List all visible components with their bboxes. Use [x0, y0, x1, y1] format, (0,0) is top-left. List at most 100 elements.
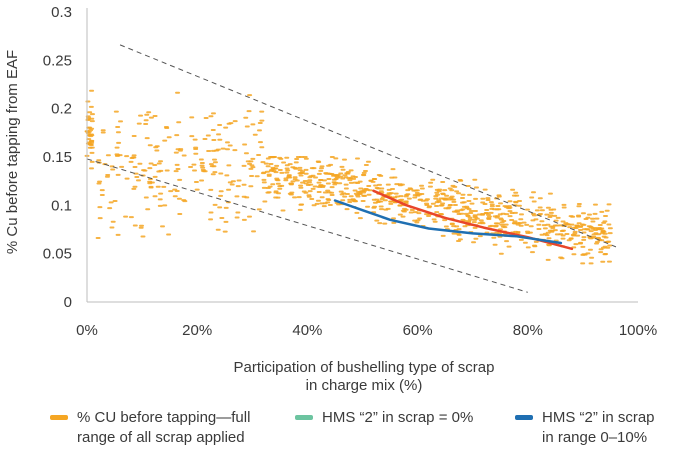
scatter-point — [325, 198, 331, 201]
scatter-point — [298, 186, 304, 189]
scatter-point — [143, 122, 149, 125]
scatter-point — [534, 209, 540, 212]
scatter-point — [325, 201, 331, 204]
scatter-point — [246, 110, 252, 113]
scatter-point — [226, 188, 232, 191]
scatter-point — [100, 129, 106, 132]
scatter-point — [144, 137, 150, 140]
x-tick-label: 40% — [292, 322, 322, 339]
scatter-point — [188, 165, 194, 168]
scatter-point — [205, 134, 211, 137]
scatter-point — [464, 205, 470, 208]
scatter-point — [467, 216, 473, 219]
scatter-point — [566, 223, 572, 226]
scatter-point — [407, 187, 413, 190]
scatter-point — [564, 233, 570, 236]
scatter-point — [347, 179, 353, 182]
scatter-point — [175, 168, 181, 171]
scatter-point — [347, 200, 353, 203]
scatter-point — [257, 141, 263, 144]
scatter-point — [132, 165, 138, 168]
scatter-point — [432, 220, 438, 223]
scatter-point — [552, 229, 558, 232]
scatter-point — [318, 167, 324, 170]
scatter-point — [390, 168, 396, 171]
scatter-point — [507, 210, 513, 213]
scatter-point — [501, 219, 507, 222]
scatter-point — [388, 202, 394, 205]
legend-label: % CU before tapping—full — [77, 409, 251, 426]
scatter-point — [525, 246, 531, 249]
scatter-point — [105, 154, 111, 157]
scatter-point — [581, 236, 587, 239]
scatter-point — [518, 218, 524, 221]
scatter-point — [406, 197, 412, 200]
scatter-point — [361, 171, 367, 174]
scatter-point — [366, 185, 372, 188]
scatter-point — [463, 212, 469, 215]
scatter-point — [489, 205, 495, 208]
scatter-point — [438, 204, 444, 207]
scatter-point — [224, 174, 230, 177]
scatter-point — [465, 214, 471, 217]
scatter-point — [343, 183, 349, 186]
scatter-point — [223, 126, 229, 129]
scatter-point — [442, 198, 448, 201]
scatter-point — [134, 175, 140, 178]
scatter-point — [589, 256, 595, 259]
scatter-point — [450, 184, 456, 187]
scatter-point — [166, 233, 172, 236]
scatter-point — [560, 237, 566, 240]
scatter-point — [277, 156, 283, 159]
scatter-point — [443, 225, 449, 228]
scatter-point — [357, 192, 363, 195]
scatter-point — [566, 239, 572, 242]
scatter-point — [606, 223, 612, 226]
scatter-point — [154, 149, 160, 152]
scatter-point — [136, 122, 142, 125]
scatter-point — [414, 221, 420, 224]
scatter-point — [241, 183, 247, 186]
scatter-point — [219, 216, 225, 219]
scatter-point — [376, 183, 382, 186]
scatter-point — [329, 191, 335, 194]
scatter-point — [261, 186, 267, 189]
scatter-point — [402, 207, 408, 210]
scatter-point — [274, 178, 280, 181]
scatter-point — [449, 198, 455, 201]
scatter-point — [322, 191, 328, 194]
scatter-point — [554, 233, 560, 236]
scatter-point — [312, 185, 318, 188]
scatter-point — [260, 161, 266, 164]
scatter-point — [265, 165, 271, 168]
scatter-point — [468, 212, 474, 215]
scatter-point — [586, 225, 592, 228]
scatter-point — [606, 203, 612, 206]
scatter-point — [329, 186, 335, 189]
scatter-point — [88, 140, 94, 143]
scatter-point — [371, 177, 377, 180]
scatter-point — [104, 175, 110, 178]
scatter-point — [473, 186, 479, 189]
scatter-point — [594, 242, 600, 245]
scatter-point — [132, 185, 138, 188]
scatter-point — [303, 182, 309, 185]
scatter-point — [472, 214, 478, 217]
scatter-point — [345, 171, 351, 174]
scatter-point — [542, 227, 548, 230]
scatter-point — [431, 218, 437, 221]
scatter-point — [297, 166, 303, 169]
scatter-point — [600, 260, 606, 263]
scatter-point — [438, 212, 444, 215]
scatter-point — [85, 115, 91, 118]
scatter-point — [139, 224, 145, 227]
scatter-point — [454, 225, 460, 228]
scatter-point — [444, 194, 450, 197]
scatter-point — [418, 198, 424, 201]
scatter-point — [373, 184, 379, 187]
legend: % CU before tapping—full range of all sc… — [0, 408, 677, 452]
scatter-point — [265, 157, 271, 160]
scatter-point — [548, 208, 554, 211]
scatter-point — [455, 232, 461, 235]
scatter-point — [362, 170, 368, 173]
